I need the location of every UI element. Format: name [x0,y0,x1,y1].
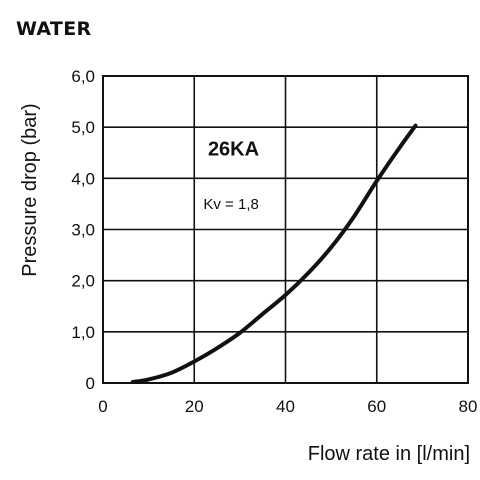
y-tick-label: 5,0 [71,118,95,137]
chart-heading: WATER [16,18,92,40]
x-tick-label: 80 [459,397,478,416]
x-tick-label: 60 [367,397,386,416]
y-tick-label: 4,0 [71,169,95,188]
y-tick-label: 2,0 [71,272,95,291]
x-axis-label: Flow rate in [l/min] [308,443,470,465]
x-tick-label: 20 [185,397,204,416]
y-tick-label: 1,0 [71,323,95,342]
y-tick-label: 6,0 [71,67,95,86]
kv-annotation: Kv = 1,8 [203,196,258,213]
x-tick-label: 40 [276,397,295,416]
series-line [130,123,418,384]
y-axis-label: Pressure drop (bar) [19,103,41,276]
curve-label: 26KA [208,138,259,160]
y-tick-label: 3,0 [71,221,95,240]
y-tick-label: 0 [86,374,95,393]
x-tick-label: 0 [98,397,107,416]
